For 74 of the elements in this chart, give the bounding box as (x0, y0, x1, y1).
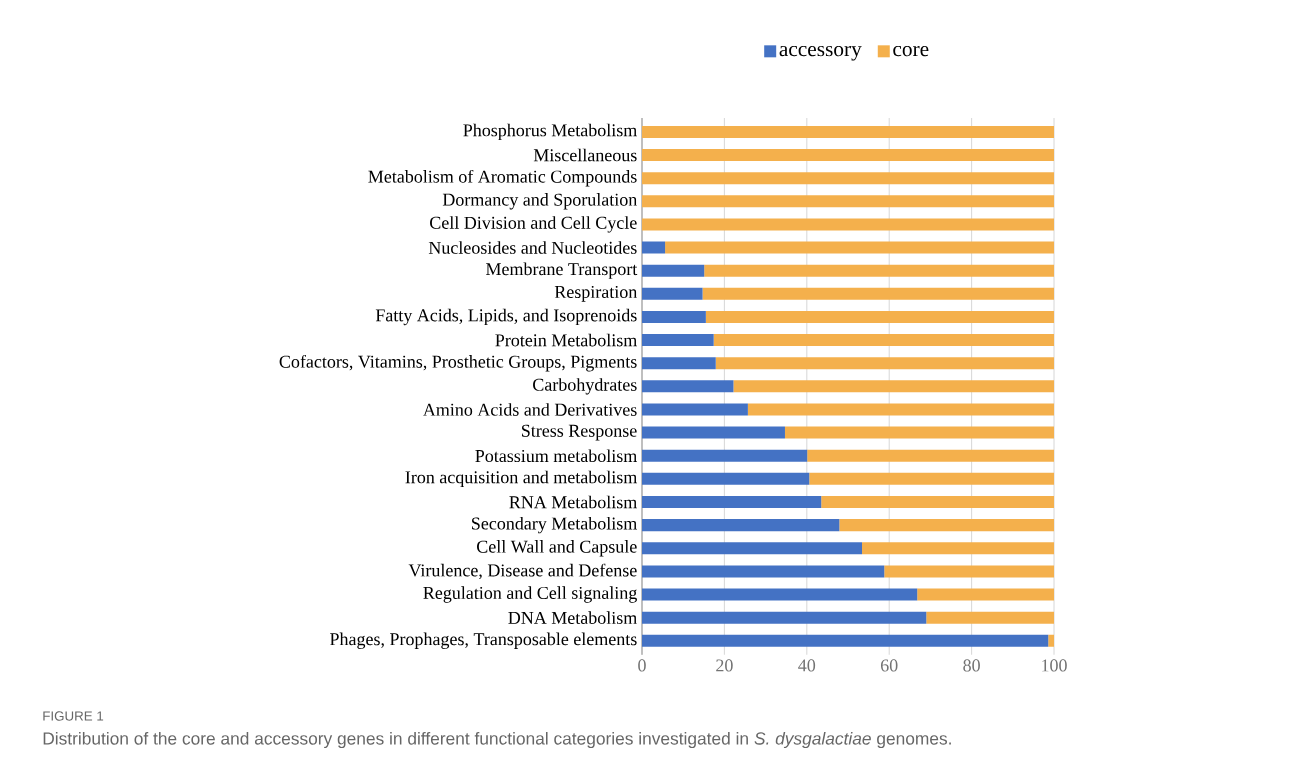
bar (642, 611, 927, 624)
y-tick-label: Stress Response (522, 424, 637, 441)
y-tick-label: Phosphorus Metabolism (463, 123, 637, 141)
y-tick-label: Nucleosides and Nucleotides (428, 241, 637, 254)
bar (642, 195, 1055, 208)
bar (642, 380, 734, 393)
y-tick-label: Miscellaneous (533, 148, 637, 162)
y-tick-label: Protein Metabolism (495, 333, 638, 347)
bar (642, 172, 1055, 185)
bar (642, 334, 714, 347)
bar (917, 588, 1055, 601)
bar (642, 519, 840, 532)
y-tick-label: Phages, Prophages, Transposable elements (330, 632, 637, 649)
y-tick-label: Regulation and Cell signaling (423, 586, 637, 603)
legend-label: accessory (779, 45, 862, 61)
bar (642, 426, 785, 439)
y-tick-label: Secondary Metabolism (472, 516, 637, 534)
bar (809, 472, 1055, 485)
y-tick-label: Fatty Acids, Lipids, and Isoprenoids (375, 308, 637, 326)
bar (642, 565, 885, 578)
bar (713, 334, 1055, 347)
bar (702, 287, 1055, 300)
text: Distribution of the core and accessory genes in different functional categories investigated in S. dysgalactiae genomes. (43, 731, 951, 749)
y-tick-label: Cell Wall and Capsule (477, 540, 637, 557)
x-tick-label: 0 (638, 659, 646, 672)
x-tick-label: 40 (798, 659, 816, 672)
y-tick-label: Virulence, Disease and Defense (408, 563, 637, 580)
bar (926, 611, 1055, 624)
bar (642, 241, 666, 254)
bar (642, 125, 1055, 138)
x-tick-label: 100 (1042, 659, 1067, 672)
bar (839, 519, 1055, 532)
bar (642, 472, 810, 485)
y-tick-label: Metabolism of Aromatic Compounds (368, 169, 637, 187)
bar (642, 403, 748, 416)
bar (642, 149, 1055, 162)
y-tick-label: Membrane Transport (486, 262, 638, 279)
bar (642, 218, 1055, 231)
x-tick-label: 80 (963, 659, 980, 672)
x-tick-label: 20 (716, 659, 733, 672)
bar (642, 287, 703, 300)
bar (642, 357, 716, 370)
bar (747, 403, 1055, 416)
bar (862, 542, 1055, 555)
bar (642, 634, 1049, 647)
bar (642, 542, 863, 555)
y-tick-label: DNA Metabolism (508, 611, 637, 624)
bar (705, 310, 1055, 323)
bar (1048, 634, 1055, 647)
x-tick-label: 60 (880, 659, 898, 672)
y-tick-label: Amino Acids and Derivatives (423, 403, 637, 416)
bar (642, 449, 808, 462)
caption: FIGURE 1 (43, 711, 104, 721)
bar (642, 495, 822, 508)
y-tick-label: Iron acquisition and metabolism (405, 470, 638, 488)
bar (642, 588, 918, 601)
bar (784, 426, 1055, 439)
y-tick-label: RNA Metabolism (509, 495, 637, 509)
bar (642, 264, 705, 277)
bar (665, 241, 1055, 254)
y-tick-label: Carbohydrates (533, 378, 637, 395)
bar (821, 495, 1055, 508)
bar (807, 449, 1055, 462)
y-tick-label: Respiration (554, 285, 638, 302)
bar (642, 310, 706, 323)
y-tick-label: Dormancy and Sporulation (442, 193, 638, 210)
bar (733, 380, 1055, 393)
y-tick-label: Potassium metabolism (475, 449, 638, 463)
y-tick-label: Cell Division and Cell Cycle (430, 216, 637, 233)
legend-label: core (893, 45, 929, 57)
bar (704, 264, 1055, 277)
y-tick-label: Cofactors, Vitamins, Prosthetic Groups, Pigments (279, 354, 637, 372)
bar (715, 357, 1055, 370)
bar (884, 565, 1055, 578)
